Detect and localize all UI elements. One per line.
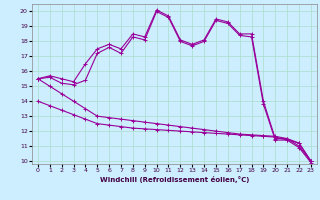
X-axis label: Windchill (Refroidissement éolien,°C): Windchill (Refroidissement éolien,°C)	[100, 176, 249, 183]
